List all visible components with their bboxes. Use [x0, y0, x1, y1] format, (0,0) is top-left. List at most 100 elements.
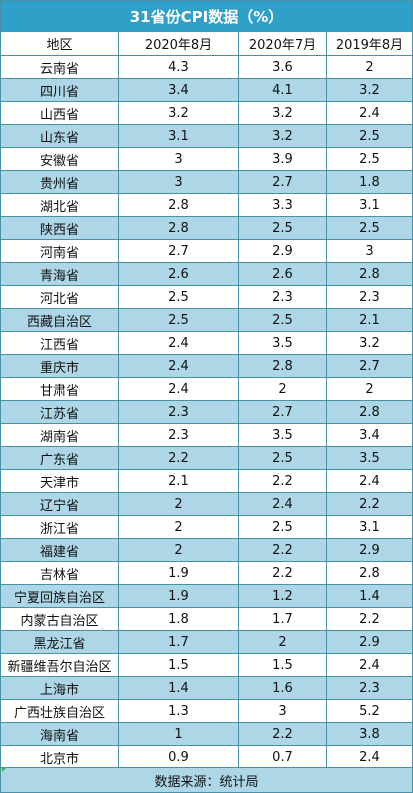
region-cell: 贵州省 [1, 171, 119, 193]
table-title: 31省份CPI数据（%） [1, 1, 412, 32]
cpi-2020-jul-cell: 2.9 [239, 240, 327, 262]
region-cell: 云南省 [1, 56, 119, 78]
cpi-2020-aug-cell: 2.5 [119, 309, 239, 331]
cpi-2020-jul-cell: 3.9 [239, 148, 327, 170]
cpi-2020-aug-cell: 2.4 [119, 378, 239, 400]
cpi-2019-aug-cell: 2.9 [359, 634, 380, 650]
cpi-2020-jul-cell: 2.4 [239, 493, 327, 515]
table-row: 上海市 1.4 1.6 2.3 [1, 676, 412, 699]
region-cell: 江西省 [1, 332, 119, 354]
table-row: 陕西省 2.8 2.5 2.5 [1, 216, 412, 239]
region-cell: 福建省 [1, 539, 119, 561]
cpi-2019-aug-cell: 2.8 [359, 404, 380, 420]
region-cell: 四川省 [1, 79, 119, 101]
cpi-2020-jul-cell: 3.3 [239, 194, 327, 216]
cpi-2020-jul-cell: 2.5 [239, 516, 327, 538]
cpi-2019-aug-cell: 3 [365, 243, 374, 259]
cpi-2020-aug-cell: 2.6 [119, 263, 239, 285]
cpi-2020-jul-cell: 3.2 [239, 125, 327, 147]
cpi-2020-aug-cell: 2.8 [119, 194, 239, 216]
cpi-2020-aug-cell: 1 [119, 723, 239, 745]
table-row: 湖南省 2.3 3.5 3.4 [1, 423, 412, 446]
cpi-2020-aug-cell: 2 [119, 539, 239, 561]
cpi-2020-jul-cell: 2.7 [239, 171, 327, 193]
table-row: 新疆维吾尔自治区 1.5 1.5 2.4 [1, 653, 412, 676]
cpi-2020-jul-cell: 3.6 [239, 56, 327, 78]
cpi-2020-jul-cell: 3.2 [239, 102, 327, 124]
cpi-2020-aug-cell: 2.1 [119, 470, 239, 492]
table-row: 内蒙古自治区 1.8 1.7 2.2 [1, 607, 412, 630]
cpi-2020-jul-cell: 3.5 [239, 424, 327, 446]
table-row: 江苏省 2.3 2.7 2.8 [1, 400, 412, 423]
cpi-2020-aug-cell: 3.4 [119, 79, 239, 101]
region-cell: 陕西省 [1, 217, 119, 239]
cpi-2020-aug-cell: 1.3 [119, 700, 239, 722]
cpi-2020-jul-cell: 2.5 [239, 217, 327, 239]
table-header: 地区 2020年8月 2020年7月 2019年8月 [1, 32, 412, 55]
region-cell: 浙江省 [1, 516, 119, 538]
region-cell: 天津市 [1, 470, 119, 492]
table-row: 重庆市 2.4 2.8 2.7 [1, 354, 412, 377]
cpi-2019-aug-cell: 2.4 [359, 749, 380, 765]
header-region: 地区 [1, 32, 119, 55]
cpi-2020-jul-cell: 2.2 [239, 723, 327, 745]
cpi-2019-aug-cell: 2.5 [359, 151, 380, 167]
region-cell: 山西省 [1, 102, 119, 124]
cpi-2020-aug-cell: 2.3 [119, 401, 239, 423]
table-row: 北京市 0.9 0.7 2.4 [1, 745, 412, 768]
region-cell: 内蒙古自治区 [1, 608, 119, 630]
region-cell: 河北省 [1, 286, 119, 308]
cpi-2020-aug-cell: 1.7 [119, 631, 239, 653]
region-cell: 新疆维吾尔自治区 [1, 654, 119, 676]
table-row: 甘肃省 2.4 2 2 [1, 377, 412, 400]
cell-corner-marker [2, 767, 7, 772]
cpi-2019-aug-cell: 1.4 [359, 588, 380, 604]
cpi-2020-aug-cell: 2 [119, 493, 239, 515]
table-row: 浙江省 2 2.5 3.1 [1, 515, 412, 538]
cpi-2020-jul-cell: 2.3 [239, 286, 327, 308]
cpi-2020-jul-cell: 3 [239, 700, 327, 722]
cpi-2019-aug-cell: 2.4 [359, 105, 380, 121]
table-row: 宁夏回族自治区 1.9 1.2 1.4 [1, 584, 412, 607]
cpi-2020-aug-cell: 1.8 [119, 608, 239, 630]
cpi-2020-jul-cell: 2 [239, 378, 327, 400]
cpi-2020-aug-cell: 2.5 [119, 286, 239, 308]
cpi-2020-aug-cell: 1.4 [119, 677, 239, 699]
cpi-2019-aug-cell: 2 [365, 381, 374, 397]
cpi-2019-aug-cell: 2.8 [359, 565, 380, 581]
cpi-2019-aug-cell: 2.7 [359, 358, 380, 374]
cpi-2019-aug-cell: 2.8 [359, 266, 380, 282]
cpi-2020-aug-cell: 2.2 [119, 447, 239, 469]
region-cell: 宁夏回族自治区 [1, 585, 119, 607]
cpi-2020-aug-cell: 2.7 [119, 240, 239, 262]
region-cell: 西藏自治区 [1, 309, 119, 331]
data-source: 数据来源：统计局 [1, 767, 412, 792]
table-row: 江西省 2.4 3.5 3.2 [1, 331, 412, 354]
cpi-2019-aug-cell: 3.2 [359, 335, 380, 351]
header-2019-aug: 2019年8月 [335, 38, 404, 53]
cpi-2019-aug-cell: 2.1 [359, 312, 380, 328]
cpi-2020-aug-cell: 2 [119, 516, 239, 538]
table-row: 四川省 3.4 4.1 3.2 [1, 78, 412, 101]
cpi-2020-aug-cell: 2.3 [119, 424, 239, 446]
table-row: 湖北省 2.8 3.3 3.1 [1, 193, 412, 216]
cpi-2019-aug-cell: 1.8 [359, 174, 380, 190]
cpi-2019-aug-cell: 3.5 [359, 450, 380, 466]
cpi-2020-jul-cell: 2 [239, 631, 327, 653]
cpi-2019-aug-cell: 3.8 [359, 726, 380, 742]
cpi-2020-jul-cell: 0.7 [239, 746, 327, 768]
cpi-2020-jul-cell: 1.6 [239, 677, 327, 699]
cpi-2020-jul-cell: 2.5 [239, 447, 327, 469]
region-cell: 北京市 [1, 746, 119, 768]
cpi-2020-aug-cell: 2.4 [119, 355, 239, 377]
header-2020-jul: 2020年7月 [239, 32, 327, 55]
table-row: 辽宁省 2 2.4 2.2 [1, 492, 412, 515]
cpi-2019-aug-cell: 5.2 [359, 703, 380, 719]
region-cell: 江苏省 [1, 401, 119, 423]
table-row: 贵州省 3 2.7 1.8 [1, 170, 412, 193]
cpi-2020-jul-cell: 2.8 [239, 355, 327, 377]
cpi-2019-aug-cell: 2.3 [359, 289, 380, 305]
region-cell: 山东省 [1, 125, 119, 147]
cpi-2019-aug-cell: 2.4 [359, 473, 380, 489]
